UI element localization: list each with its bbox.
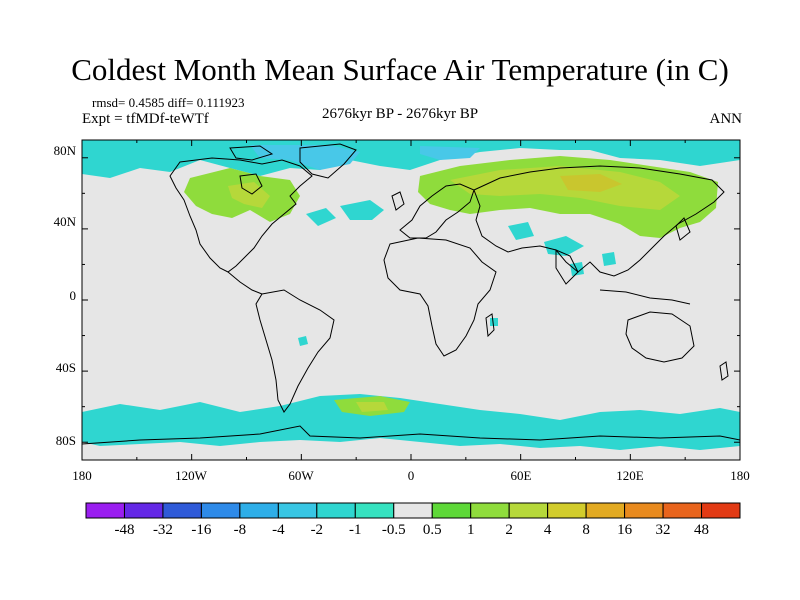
japan-coastline (675, 217, 691, 241)
figure-title: Coldest Month Mean Surface Air Temperatu… (71, 52, 729, 87)
west-atlantic-cyan-patch (306, 208, 336, 226)
antarctica-coastline (81, 425, 741, 445)
experiment-label: Expt = tfMDf-teWTf (82, 111, 209, 127)
colorbar-level-label: 1 (467, 522, 475, 538)
colorbar-level-label: -48 (114, 522, 134, 538)
lon-label-0: 0 (408, 468, 415, 483)
asia-coastline (473, 165, 725, 277)
colorbar-level-label: 8 (582, 522, 590, 538)
south-pacific-warm-peak (356, 402, 388, 412)
colorbar-level-label: 32 (656, 522, 671, 538)
greenland-coastline (299, 143, 357, 179)
asia-cyan-patch (508, 222, 534, 240)
colorbar-level-label: 48 (694, 522, 709, 538)
lon-label-60e: 60E (511, 468, 532, 483)
southern-ocean-anomaly (82, 394, 740, 450)
colorbar-level-label: -1 (349, 522, 362, 538)
africa-coastline (383, 237, 497, 357)
india-coastline (555, 249, 579, 285)
colorbar-swatch (393, 502, 433, 519)
south-america-coastline (255, 289, 335, 413)
colorbar-level-label: 0.5 (423, 522, 442, 538)
colorbar-swatch (547, 502, 587, 519)
pacific-cyan-speck (298, 336, 308, 346)
tibet-cyan-patch (544, 236, 584, 256)
colorbar-level-label: 16 (617, 522, 633, 538)
colorbar-swatch (431, 502, 472, 519)
colorbar: -48 -32 -16 -8 -4 -2 -1 -0.5 0.5 1 2 4 8 16 32 48 (85, 502, 741, 538)
colorbar-level-label: -4 (272, 522, 285, 538)
colorbar-level-label: 4 (544, 522, 552, 538)
colorbar-level-label: -8 (234, 522, 247, 538)
eurasia-anomaly-peak (560, 174, 622, 192)
colorbar-swatch (239, 502, 279, 519)
colorbar-level-label: -32 (153, 522, 173, 538)
indonesia-coastline (599, 289, 691, 305)
colorbar-level-label: -16 (191, 522, 211, 538)
colorbar-swatch (316, 502, 356, 519)
atlantic-cyan-patch (340, 200, 384, 220)
colorbar-level-label: 2 (505, 522, 513, 538)
lat-label-40s: 40S (56, 360, 76, 375)
colorbar-swatch (162, 502, 202, 519)
colorbar-swatch (701, 502, 741, 519)
arctic-anomaly-region (82, 140, 740, 178)
lat-label-40n: 40N (54, 214, 77, 229)
europe-coastline (399, 183, 475, 239)
colorbar-swatch (470, 502, 510, 519)
axis-tick-marks (81, 140, 741, 460)
lon-label-180w: 180 (72, 468, 92, 483)
lon-label-60w: 60W (288, 468, 314, 483)
madagascar-coastline (485, 313, 495, 338)
se-asia-cyan-patch (602, 252, 616, 266)
colorbar-swatch (277, 502, 318, 519)
lon-label-120e: 120E (616, 468, 644, 483)
anomaly-shading (82, 140, 740, 450)
colorbar-swatch (123, 502, 164, 519)
hudson-bay-coastline (239, 173, 263, 195)
lat-label-80n: 80N (54, 143, 77, 158)
lon-label-120w: 120W (175, 468, 208, 483)
central-america-coastline (227, 271, 263, 295)
australia-coastline (625, 311, 695, 363)
lon-label-180e: 180 (730, 468, 750, 483)
north-america-coastline (169, 157, 313, 273)
colorbar-swatch (585, 502, 626, 519)
indian-ocean-cyan-speck (490, 318, 498, 326)
arctic-islands-coastline (229, 145, 274, 161)
arctic-aqua-patch (250, 145, 360, 170)
lat-label-80s: 80S (56, 433, 76, 448)
colorbar-level-label: -0.5 (382, 522, 406, 538)
colorbar-swatch (200, 502, 241, 519)
colorbar-level-label: -2 (311, 522, 324, 538)
period-label: 2676kyr BP - 2676kyr BP (321, 106, 479, 122)
colorbar-swatch (508, 502, 549, 519)
colorbar-swatch (85, 502, 125, 519)
rmsd-diff-stats: rmsd= 0.4585 diff= 0.111923 (92, 95, 245, 110)
lat-label-0: 0 (70, 288, 77, 303)
arctic-aqua-patch-2 (420, 146, 480, 160)
season-label: ANN (709, 111, 743, 127)
coastlines (81, 143, 741, 445)
colorbar-swatch (624, 502, 664, 519)
new-zealand-coastline (719, 361, 729, 381)
colorbar-swatch (354, 502, 395, 519)
colorbar-swatch (662, 502, 703, 519)
uk-coastline (391, 191, 405, 211)
